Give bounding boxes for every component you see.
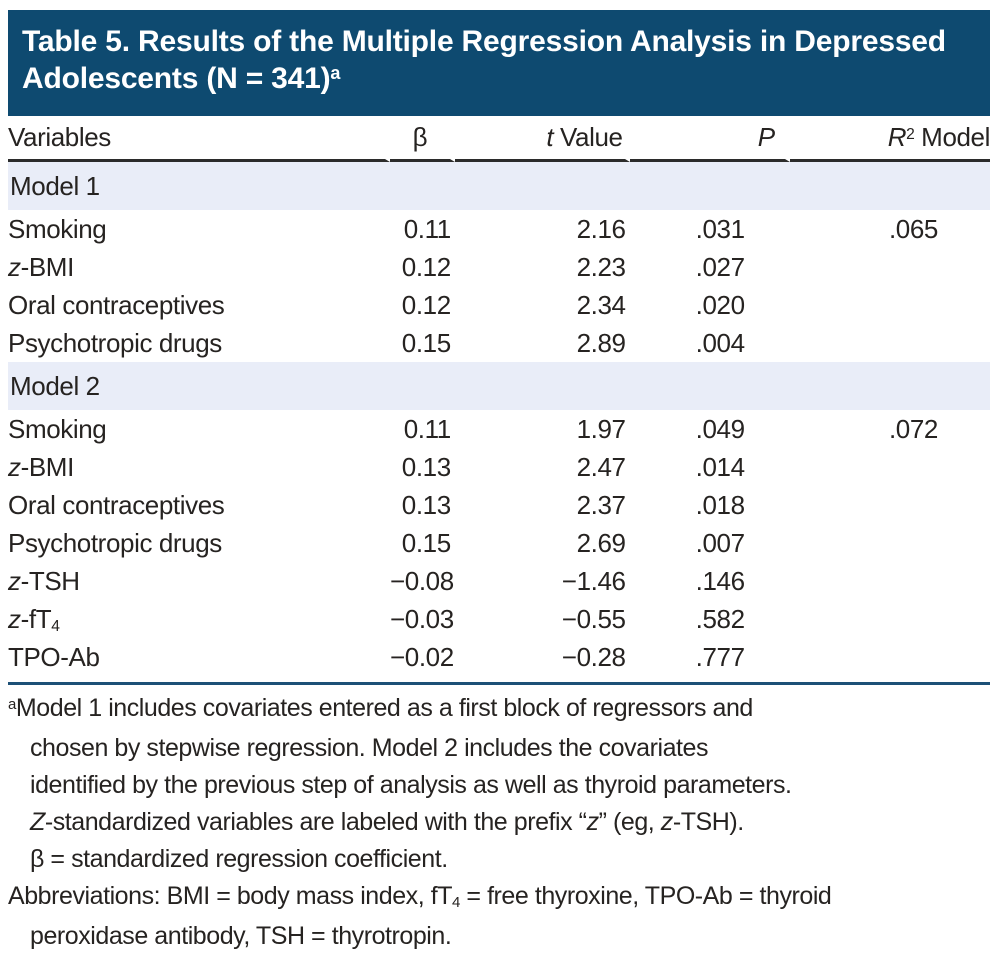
beta-cell: 0.13 [401,451,451,482]
table-row: TPO-Ab −0.02 −0.28 .777 [8,638,990,676]
beta-cell: 0.11 [403,413,451,444]
p-value-cell: .014 [695,451,745,482]
variable-cell: Psychotropic drugs [8,327,222,358]
table-row: z-TSH −0.08 −1.46 .146 [8,562,990,600]
p-value-cell: .027 [695,251,745,282]
p-value-cell: .777 [695,641,745,672]
variable-cell: TPO-Ab [8,641,100,672]
p-value-cell: .020 [695,289,745,320]
r2-cell [790,286,990,324]
beta-cell: 0.15 [401,527,451,558]
r2-cell [790,448,990,486]
table-row: Oral contraceptives 0.13 2.37 .018 [8,486,990,524]
variable-cell: Psychotropic drugs [8,527,222,558]
p-value-cell: .018 [695,489,745,520]
p-value-cell: .031 [695,213,745,244]
p-value-cell: .007 [695,527,745,558]
variable-cell: z-BMI [8,451,74,482]
footnote-line: Abbreviations: BMI = body mass index, fT… [8,882,832,912]
beta-cell: 0.15 [401,327,451,358]
footnote-line: β = standardized regression coefficient. [30,845,448,873]
beta-cell: −0.08 [390,565,454,596]
r2-cell: .072 [888,413,938,444]
r2-cell [790,324,990,362]
footnote-line: peroxidase antibody, TSH = thyrotropin. [30,922,452,950]
r2-cell [790,248,990,286]
t-value-cell: 2.23 [576,251,626,282]
model-section-label: Model 1 [8,162,990,210]
section-header-row: Model 1 [8,162,990,210]
col-header-variables: Variables [8,118,390,162]
col-header-beta: β [390,118,455,162]
table-row: Psychotropic drugs 0.15 2.69 .007 [8,524,990,562]
model-section-label: Model 2 [8,362,990,410]
col-header-p: P [629,118,790,162]
t-value-cell: 2.89 [576,327,626,358]
column-header-row: Variables β t Value P R2 Model [8,118,990,162]
regression-table: Variables β t Value P R2 Model Model 1 S… [8,118,990,676]
t-value-cell: 2.69 [576,527,626,558]
r2-cell [790,524,990,562]
footnote-line: chosen by stepwise regression. Model 2 i… [30,734,709,762]
t-value-cell: 2.16 [576,213,626,244]
t-value-cell: −0.28 [561,641,626,672]
t-value-cell: −0.55 [561,603,626,634]
table-row: z-fT4 −0.03 −0.55 .582 [8,600,990,638]
footnote-line: identified by the previous step of analy… [30,771,792,799]
p-value-cell: .004 [695,327,745,358]
beta-cell: 0.13 [401,489,451,520]
beta-cell: −0.02 [390,641,454,672]
footnote-line: Z-standardized variables are labeled wit… [30,808,744,836]
r2-cell [790,486,990,524]
r2-cell [790,638,990,676]
beta-cell: 0.12 [401,251,451,282]
t-value-cell: 2.37 [576,489,626,520]
variable-cell: Smoking [8,413,107,444]
beta-cell: 0.12 [401,289,451,320]
p-value-cell: .582 [695,603,745,634]
r2-cell [790,600,990,638]
footnote-line: aModel 1 includes covariates entered as … [8,694,753,722]
t-value-cell: 2.34 [576,289,626,320]
t-value-cell: 2.47 [576,451,626,482]
variable-cell: z-fT4 [8,603,60,635]
footnote-separator-rule [8,682,990,685]
p-value-cell: .146 [695,565,745,596]
table-row: z-BMI 0.12 2.23 .027 [8,248,990,286]
r2-cell: .065 [888,213,938,244]
variable-cell: Oral contraceptives [8,289,225,320]
table-row: Psychotropic drugs 0.15 2.89 .004 [8,324,990,362]
table-title-bar: Table 5. Results of the Multiple Regress… [8,10,990,116]
variable-cell: z-BMI [8,251,74,282]
beta-cell: −0.03 [390,603,454,634]
table-row: Smoking 0.11 1.97 .049 .072 [8,410,990,448]
r2-cell [790,562,990,600]
table-title: Table 5. Results of the Multiple Regress… [22,25,946,95]
variable-cell: Oral contraceptives [8,489,225,520]
table-footnotes: aModel 1 includes covariates entered as … [8,690,990,955]
variable-cell: z-TSH [8,565,80,596]
col-header-t-value: t Value [454,118,630,162]
section-header-row: Model 2 [8,362,990,410]
col-header-r2-model: R2 Model [789,118,990,162]
variable-cell: Smoking [8,213,107,244]
table-row: z-BMI 0.13 2.47 .014 [8,448,990,486]
table-row: Smoking 0.11 2.16 .031 .065 [8,210,990,248]
t-value-cell: −1.46 [561,565,626,596]
t-value-cell: 1.97 [576,413,626,444]
table-row: Oral contraceptives 0.12 2.34 .020 [8,286,990,324]
beta-cell: 0.11 [403,213,451,244]
p-value-cell: .049 [695,413,745,444]
